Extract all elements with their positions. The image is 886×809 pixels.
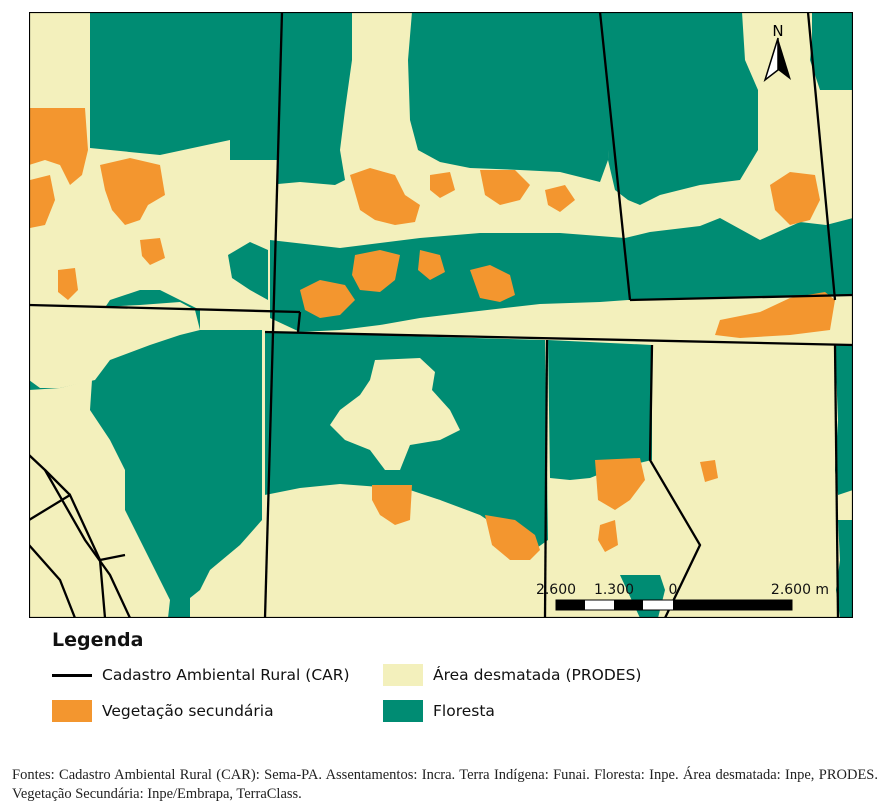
legend-swatch-secondary-vegetation [52,700,92,722]
legend-item-forest: Floresta [383,700,495,722]
legend-title: Legenda [52,629,144,651]
north-arrow-right-half [778,38,791,80]
secondary-vegetation-patch [595,458,645,510]
legend-label-car: Cadastro Ambiental Rural (CAR) [102,666,350,684]
secondary-vegetation-patch [700,460,718,482]
legend-label-forest: Floresta [433,702,495,720]
sources-note: Fontes: Cadastro Ambiental Rural (CAR): … [12,767,878,802]
car-boundary [598,12,632,301]
secondary-vegetation-patch [300,280,355,318]
legend-item-deforested: Área desmatada (PRODES) [383,664,641,686]
scale-label-2600-left: 2.600 [536,582,576,598]
forest-patch [835,345,853,495]
secondary-vegetation-patch [29,108,88,185]
secondary-vegetation-patch [770,172,820,225]
legend-item-car: Cadastro Ambiental Rural (CAR) [52,664,350,686]
deforested-patch [29,302,200,388]
legend-swatch-line [52,673,92,677]
secondary-vegetation-patch [372,485,412,525]
car-boundaries [29,12,853,618]
car-boundary [44,469,71,496]
deforested-patch [330,358,460,470]
scale-segment [673,600,792,610]
secondary-vegetation-patch [598,520,618,552]
car-boundary [543,339,549,618]
secondary-vegetation-patch [418,250,445,280]
car-boundary [648,344,702,618]
car-boundary [99,553,126,562]
map-border [29,12,853,618]
deforested-inclusions [29,302,545,618]
forest-areas [29,12,853,618]
car-boundary [29,493,107,618]
scale-label-1300: 1.300 [594,582,634,598]
secondary-vegetation-patch [352,250,400,292]
secondary-vegetation-patch [30,175,55,228]
scale-segment [556,600,585,610]
forest-patch [278,12,352,185]
secondary-vegetation-patch [485,515,540,560]
secondary-vegetation-patch [140,238,165,265]
secondary-vegetation-patch [480,170,530,205]
secondary-vegetation-patch [350,168,420,225]
car-boundary [629,293,853,302]
legend-swatch-deforested [383,664,423,686]
forest-patch [836,520,853,618]
car-boundary [29,303,301,314]
secondary-vegetation-patch [715,292,835,338]
car-boundary [806,12,837,301]
scale-segment [614,600,643,610]
forest-patch [90,12,278,160]
scale-label-2600-m: 2.600 m [771,582,829,598]
scale-label-0: 0 [669,582,678,598]
north-arrow: N [758,20,798,84]
legend-swatch-forest [383,700,423,722]
car-boundary [264,330,853,347]
car-boundary [29,544,77,618]
forest-patch [548,340,652,480]
forest-patch [228,242,268,300]
secondary-vegetation-patch [100,158,165,225]
legend-label-deforested: Área desmatada (PRODES) [433,666,642,684]
secondary-vegetation-patch [430,172,455,198]
secondary-vegetation-patch [470,265,515,302]
deforested-patch [265,484,545,618]
forest-patch [608,12,758,205]
forest-patch [270,218,853,332]
secondary-vegetation [29,108,835,560]
map-frame: N 2.600 1.300 0 2.600 m [29,12,853,618]
scale-bar: 2.600 1.300 0 2.600 m [536,582,829,611]
car-boundary [29,454,132,618]
forest-patch [810,12,853,90]
secondary-vegetation-patch [545,185,575,212]
legend-label-secondary-vegetation: Vegetação secundária [102,702,274,720]
north-label: N [772,22,783,40]
car-boundary [296,311,302,333]
car-boundary [833,344,840,618]
forest-patch [408,12,612,182]
secondary-vegetation-patch [58,268,78,300]
car-boundary [263,12,284,618]
legend-item-secondary-vegetation: Vegetação secundária [52,700,274,722]
